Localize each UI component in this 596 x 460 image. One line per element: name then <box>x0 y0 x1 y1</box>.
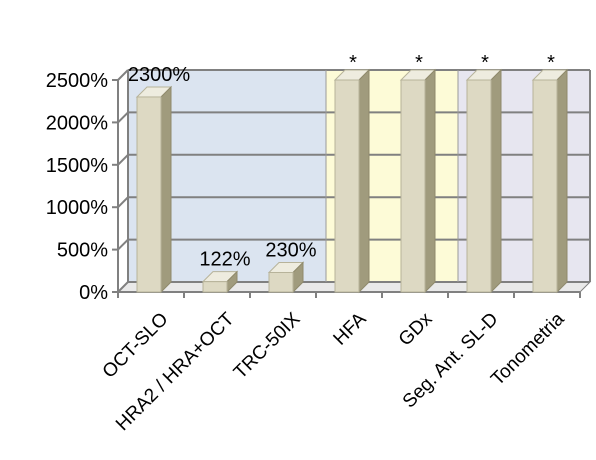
data-label: 122% <box>199 249 250 271</box>
bar-side <box>490 68 502 294</box>
y-axis-tick-label: 1000% <box>46 197 108 219</box>
bar-front <box>268 271 294 293</box>
bar-side <box>160 85 172 294</box>
bars <box>135 68 569 294</box>
y-axis-tick-label: 2000% <box>46 112 108 134</box>
bar-front <box>136 96 162 293</box>
y-axis-tick-label: 1500% <box>46 155 108 177</box>
data-labels: 2300% 122% 230% * * * * <box>128 52 555 271</box>
bar-7 <box>531 68 569 294</box>
bar-front <box>334 79 360 293</box>
bar-front <box>466 79 492 293</box>
gridline-side <box>117 154 129 166</box>
y-axis-tick-label: 2500% <box>46 70 108 92</box>
gridline-side <box>117 69 129 81</box>
x-axis-tick-label: GDx <box>395 308 437 350</box>
bar-side <box>556 68 568 294</box>
data-label: * <box>415 52 423 74</box>
x-axis-tick-label: HRA2 / HRA+OCT <box>112 308 239 435</box>
x-axis-tick-label: TRC-50IX <box>230 308 305 383</box>
gridline-side <box>117 238 129 251</box>
gridline-side <box>117 196 129 208</box>
data-label: 230% <box>265 239 316 261</box>
bar-2 <box>201 270 239 294</box>
data-label: * <box>547 52 555 74</box>
y-axis-tick-label: 0% <box>79 282 108 304</box>
y-axis-tick-labels: 0% 500% 1000% 1500% 2000% 2500% <box>46 70 108 304</box>
bar-5 <box>399 68 437 294</box>
data-label: 2300% <box>128 64 190 86</box>
bar-front <box>532 79 558 293</box>
x-axis-tick-label: HFA <box>330 308 371 349</box>
data-label: * <box>349 52 357 74</box>
bar-3 <box>267 261 305 294</box>
bar-side <box>424 68 436 294</box>
data-label: * <box>481 52 489 74</box>
gridline-side <box>117 111 129 124</box>
bar-front <box>400 79 426 293</box>
bar-6 <box>465 68 503 294</box>
bar-side <box>358 68 370 294</box>
bar-4 <box>333 68 371 294</box>
y-axis-tick-label: 500% <box>57 240 108 262</box>
bar-front <box>202 281 228 293</box>
bar-1 <box>135 85 173 294</box>
gridline-side <box>117 281 129 293</box>
